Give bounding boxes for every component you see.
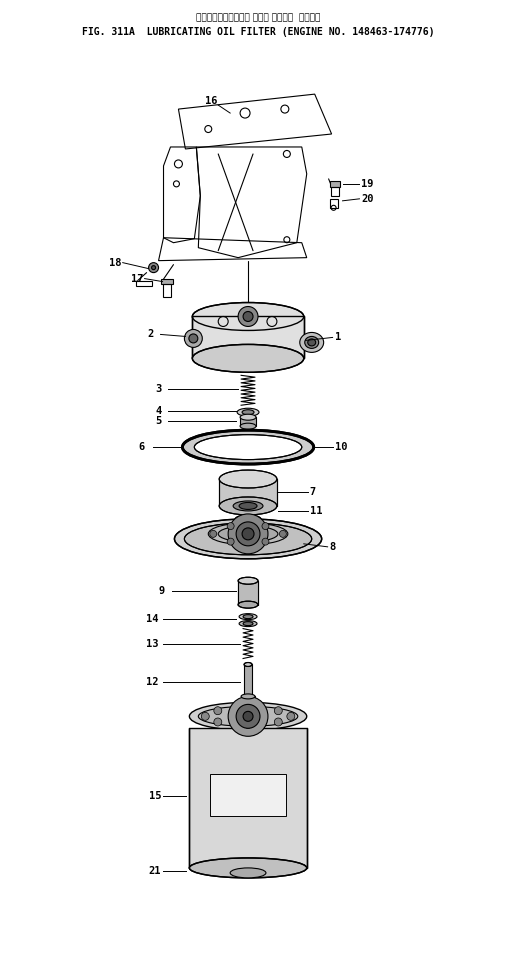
Text: 7: 7 xyxy=(310,487,316,497)
Circle shape xyxy=(262,539,269,545)
Ellipse shape xyxy=(218,526,278,542)
Circle shape xyxy=(236,704,260,729)
Ellipse shape xyxy=(192,345,304,372)
Bar xyxy=(240,417,256,427)
Circle shape xyxy=(210,531,217,538)
Ellipse shape xyxy=(241,693,255,699)
Circle shape xyxy=(262,523,269,530)
Bar xyxy=(244,664,252,696)
Text: 8: 8 xyxy=(330,542,336,552)
Text: 6: 6 xyxy=(139,442,145,452)
Ellipse shape xyxy=(238,578,258,584)
Circle shape xyxy=(275,707,282,715)
Text: FIG. 311A  LUBRICATING OIL FILTER (ENGINE NO. 148463-174776): FIG. 311A LUBRICATING OIL FILTER (ENGINE… xyxy=(82,27,434,37)
Circle shape xyxy=(244,704,252,712)
Circle shape xyxy=(214,707,222,715)
Circle shape xyxy=(279,531,286,538)
Ellipse shape xyxy=(230,868,266,878)
Text: 1: 1 xyxy=(334,332,341,343)
Circle shape xyxy=(228,696,268,736)
Bar xyxy=(161,279,174,283)
Text: 9: 9 xyxy=(159,585,165,596)
Ellipse shape xyxy=(185,523,312,555)
Bar xyxy=(238,581,258,605)
Ellipse shape xyxy=(183,431,314,464)
Circle shape xyxy=(244,721,252,729)
Circle shape xyxy=(227,539,234,545)
Ellipse shape xyxy=(308,339,316,346)
Ellipse shape xyxy=(233,501,263,511)
Ellipse shape xyxy=(305,336,318,349)
Text: 16: 16 xyxy=(205,96,218,106)
Text: 2: 2 xyxy=(147,329,154,339)
Text: 19: 19 xyxy=(361,179,374,189)
Ellipse shape xyxy=(239,620,257,626)
Bar xyxy=(330,199,338,207)
Ellipse shape xyxy=(235,515,261,523)
Ellipse shape xyxy=(244,662,252,666)
Text: 14: 14 xyxy=(146,614,158,623)
Ellipse shape xyxy=(243,621,253,625)
Ellipse shape xyxy=(243,615,253,618)
Circle shape xyxy=(148,263,159,273)
Ellipse shape xyxy=(242,410,254,415)
Bar xyxy=(330,187,339,196)
Ellipse shape xyxy=(192,303,304,330)
Circle shape xyxy=(228,514,268,554)
Ellipse shape xyxy=(240,423,256,430)
Ellipse shape xyxy=(237,408,259,416)
Bar xyxy=(162,283,172,296)
Text: 20: 20 xyxy=(361,194,374,204)
Circle shape xyxy=(275,718,282,726)
Circle shape xyxy=(236,522,260,545)
Text: 12: 12 xyxy=(146,678,158,688)
Bar xyxy=(210,774,286,816)
Circle shape xyxy=(189,334,198,343)
Bar xyxy=(330,181,340,187)
Bar xyxy=(219,479,277,506)
Ellipse shape xyxy=(194,434,302,460)
Text: 11: 11 xyxy=(310,506,322,516)
Bar xyxy=(189,729,307,868)
Text: 18: 18 xyxy=(109,258,121,268)
Ellipse shape xyxy=(189,858,307,878)
Ellipse shape xyxy=(240,414,256,420)
Ellipse shape xyxy=(219,497,277,515)
Circle shape xyxy=(201,712,209,721)
Ellipse shape xyxy=(238,601,258,608)
Text: 15: 15 xyxy=(148,791,161,802)
Text: 10: 10 xyxy=(334,442,347,452)
Ellipse shape xyxy=(174,519,322,559)
Bar xyxy=(135,281,151,285)
Text: 13: 13 xyxy=(146,639,158,649)
Ellipse shape xyxy=(189,702,307,730)
Text: 21: 21 xyxy=(148,866,161,876)
Circle shape xyxy=(243,711,253,722)
Circle shape xyxy=(151,266,156,270)
Circle shape xyxy=(242,528,254,540)
Circle shape xyxy=(238,307,258,326)
Text: 5: 5 xyxy=(156,416,162,427)
Circle shape xyxy=(214,718,222,726)
Ellipse shape xyxy=(239,614,257,619)
Ellipse shape xyxy=(219,470,277,488)
Bar xyxy=(192,317,304,358)
Ellipse shape xyxy=(241,516,255,521)
Circle shape xyxy=(243,312,253,321)
Bar xyxy=(241,696,255,704)
Circle shape xyxy=(227,523,234,530)
Text: 3: 3 xyxy=(156,385,162,394)
Text: 4: 4 xyxy=(156,406,162,416)
Ellipse shape xyxy=(239,503,257,509)
Text: ルーブリケーティング オイル フィルタ  適用号機: ルーブリケーティング オイル フィルタ 適用号機 xyxy=(196,13,320,21)
Text: 17: 17 xyxy=(131,274,143,283)
Ellipse shape xyxy=(300,332,324,353)
Circle shape xyxy=(185,329,202,348)
Circle shape xyxy=(287,712,295,721)
Ellipse shape xyxy=(208,523,288,544)
Ellipse shape xyxy=(199,706,298,727)
